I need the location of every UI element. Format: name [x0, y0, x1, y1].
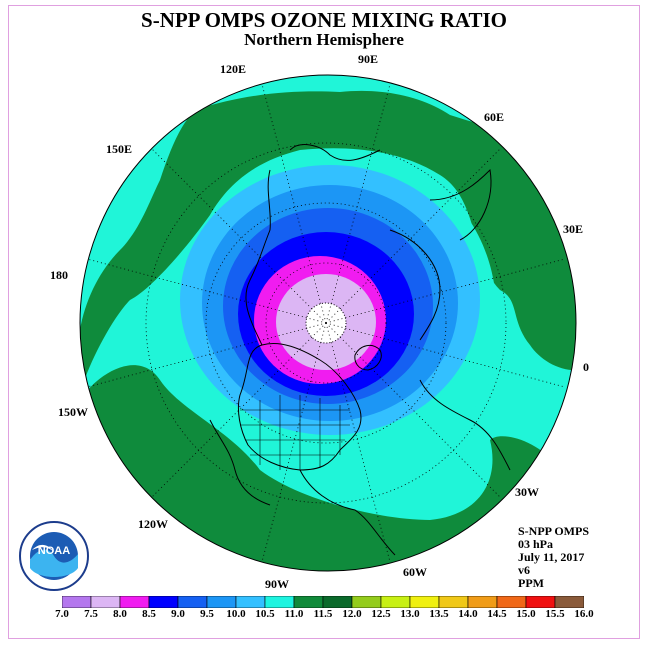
- colorbar-swatch: [467, 596, 498, 608]
- lon-label-180: 180: [50, 268, 68, 282]
- colorbar-swatch: [206, 596, 237, 608]
- colorbar-tick-label: 14.0: [458, 608, 478, 620]
- lon-label-90e: 90E: [358, 52, 379, 66]
- lon-label-60w: 60W: [403, 565, 427, 579]
- colorbar-tick-label: 8.0: [113, 608, 127, 620]
- colorbar-tick-label: 10.0: [226, 608, 246, 620]
- coastlines: [209, 144, 511, 556]
- lon-label-60e: 60E: [484, 110, 505, 124]
- latitude-circles: [145, 142, 507, 504]
- info-block: S-NPP OMPS 03 hPa July 11, 2017 v6 PPM: [518, 525, 589, 590]
- colorbar-tick-label: 10.5: [255, 608, 275, 620]
- lon-label-120w: 120W: [138, 517, 168, 531]
- colorbar-swatch: [554, 596, 584, 608]
- colorbar-tick-label: 13.0: [400, 608, 420, 620]
- colorbar-tick-label: 7.0: [55, 608, 69, 620]
- meridians: [86, 83, 566, 563]
- noaa-logo-text: NOAA: [38, 545, 70, 557]
- band-green: [80, 90, 576, 571]
- lon-label-150w: 150W: [58, 405, 88, 419]
- colorbar-swatch: [293, 596, 324, 608]
- colorbar-tick-label: 15.0: [516, 608, 536, 620]
- instrument-label: S-NPP OMPS: [518, 524, 589, 538]
- colorbar-tick-label: 11.5: [313, 608, 333, 620]
- colorbar-tick-label: 14.5: [487, 608, 507, 620]
- colorbar-swatch: [264, 596, 295, 608]
- colorbar-swatch: [90, 596, 121, 608]
- colorbar-swatch: [496, 596, 527, 608]
- colorbar-swatch: [119, 596, 150, 608]
- map-subtitle: Northern Hemisphere: [244, 30, 404, 49]
- colorbar-tick-label: 16.0: [574, 608, 594, 620]
- colorbar-swatch: [351, 596, 382, 608]
- colorbar-swatch: [438, 596, 469, 608]
- lon-label-0: 0: [583, 360, 589, 374]
- lon-label-30e: 30E: [563, 222, 584, 236]
- colorbar-swatch: [177, 596, 208, 608]
- meridian-line: [86, 258, 327, 324]
- colorbar-swatch: [525, 596, 556, 608]
- colorbar-swatch: [62, 596, 92, 608]
- noaa-logo: NOAA: [19, 521, 89, 591]
- colorbar: [62, 596, 584, 608]
- meridian-line: [86, 322, 327, 388]
- date-label: July 11, 2017: [518, 550, 585, 564]
- colorbar-swatch: [235, 596, 266, 608]
- meridian-line: [325, 258, 566, 324]
- colorbar-tick-label: 13.5: [429, 608, 449, 620]
- version-label: v6: [518, 563, 530, 577]
- meridian-line: [325, 147, 502, 324]
- colorbar-tick-label: 11.0: [284, 608, 304, 620]
- colorbar-swatch: [409, 596, 440, 608]
- colorbar-swatch: [148, 596, 179, 608]
- usa-grid: [240, 395, 350, 470]
- meridian-line: [325, 322, 566, 388]
- meridian-line: [325, 322, 502, 499]
- lon-label-150e: 150E: [106, 142, 133, 156]
- colorbar-tick-label: 9.5: [200, 608, 214, 620]
- units-label: PPM: [518, 576, 544, 590]
- plot-frame: [8, 5, 640, 639]
- colorbar-tick-label: 7.5: [84, 608, 98, 620]
- lon-label-30w: 30W: [515, 485, 539, 499]
- colorbar-tick-label: 12.0: [342, 608, 362, 620]
- lon-label-90w: 90W: [265, 577, 289, 591]
- meridian-line: [325, 83, 391, 324]
- meridian-line: [150, 322, 327, 499]
- meridian-line: [261, 83, 327, 324]
- colorbar-tick-label: 15.5: [545, 608, 565, 620]
- colorbar-tick-label: 8.5: [142, 608, 156, 620]
- level-label: 03 hPa: [518, 537, 554, 551]
- meridian-line: [325, 322, 391, 563]
- meridian-line: [261, 322, 327, 563]
- colorbar-swatch: [380, 596, 411, 608]
- colorbar-tick-label: 9.0: [171, 608, 185, 620]
- colorbar-tick-label: 12.5: [371, 608, 391, 620]
- hemisphere-edge: [79, 74, 577, 572]
- lon-label-120e: 120E: [220, 62, 247, 76]
- map-title: S-NPP OMPS OZONE MIXING RATIO: [141, 8, 507, 32]
- meridian-line: [150, 147, 327, 324]
- colorbar-swatch: [322, 596, 353, 608]
